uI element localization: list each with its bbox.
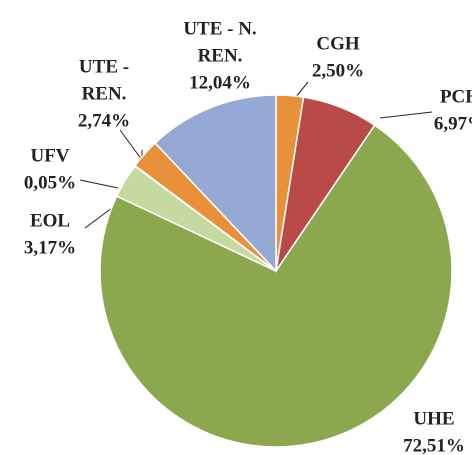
value-label: 72,51% — [403, 435, 465, 455]
slice-label: UTE - N. — [183, 18, 256, 39]
value-label: 3,17% — [24, 237, 76, 258]
value-label: 6,97% — [434, 113, 472, 134]
slice-label: CGH — [316, 33, 360, 54]
slice-label: REN. — [82, 83, 127, 104]
slice-label: UFV — [30, 145, 69, 166]
value-label: 0,05% — [24, 172, 76, 193]
slice — [99, 124, 453, 448]
leader-line — [294, 81, 309, 99]
slice-label: REN. — [198, 45, 243, 66]
slice-label: UTE - — [79, 56, 129, 77]
leader-line — [379, 111, 433, 119]
value-label: 2,50% — [312, 60, 364, 81]
value-label: 12,04% — [189, 72, 251, 93]
slices — [99, 94, 453, 448]
slice-label: EOL — [30, 210, 70, 231]
leader-line — [119, 129, 143, 162]
slice-label: UHE — [413, 408, 454, 429]
slice — [154, 94, 277, 273]
leader-line — [79, 179, 119, 189]
slice-label: PCH — [440, 86, 472, 107]
value-label: 2,74% — [78, 110, 130, 131]
